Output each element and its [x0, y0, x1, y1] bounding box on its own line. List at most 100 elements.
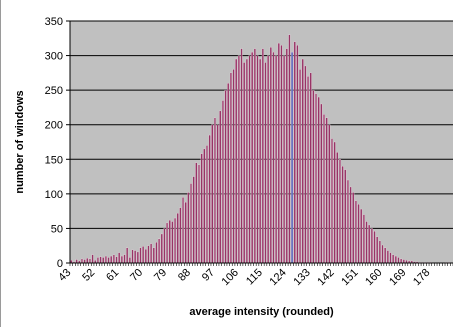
histogram-bar	[272, 51, 275, 264]
histogram-bar	[118, 252, 121, 264]
histogram-bar	[126, 247, 129, 264]
histogram-bar	[83, 259, 86, 264]
histogram-bar	[315, 93, 318, 264]
histogram-bar	[378, 240, 381, 264]
y-tick-label: 350	[45, 16, 63, 28]
histogram-bar	[208, 134, 211, 264]
x-axis-title: average intensity (rounded)	[189, 306, 334, 318]
histogram-bar	[251, 51, 254, 264]
histogram-bar	[389, 252, 392, 264]
histogram-bar	[352, 192, 355, 264]
histogram-bar	[182, 197, 185, 264]
x-tick-label: 61	[104, 267, 121, 284]
histogram-bar	[115, 256, 118, 264]
histogram-bar	[176, 213, 179, 264]
histogram-bar	[179, 207, 182, 264]
x-tick-label: 142	[315, 267, 336, 288]
histogram-bar	[277, 42, 280, 264]
x-tick-label: 97	[200, 267, 217, 284]
histogram-bar	[187, 192, 190, 264]
histogram-bar	[362, 214, 365, 264]
x-tick-label: 133	[291, 267, 312, 288]
histogram-bar	[285, 48, 288, 264]
histogram-bar	[142, 246, 145, 264]
histogram-bar	[104, 255, 107, 264]
histogram-bar	[312, 89, 315, 264]
histogram-bar	[219, 110, 222, 264]
y-tick-label: 300	[45, 51, 63, 63]
histogram-bar	[330, 138, 333, 264]
histogram-bar	[128, 257, 131, 264]
histogram-bar	[134, 250, 137, 264]
histogram-bar	[243, 62, 246, 264]
histogram-bar	[112, 254, 115, 264]
histogram-bar	[192, 176, 195, 264]
histogram-bar	[336, 152, 339, 264]
histogram-bar	[370, 228, 373, 264]
x-tick-label: 160	[363, 267, 384, 288]
histogram-bar	[397, 257, 400, 264]
histogram-bar	[152, 247, 155, 264]
histogram-bar	[261, 48, 264, 264]
histogram-bar	[171, 221, 174, 264]
histogram-bar	[256, 55, 259, 264]
histogram-bar	[368, 224, 371, 264]
histogram-bar	[110, 255, 113, 264]
histogram-bar	[299, 69, 302, 264]
histogram-bar	[381, 244, 384, 264]
histogram-bar	[86, 258, 89, 264]
histogram-bar	[147, 245, 150, 264]
histogram-bar	[144, 249, 147, 264]
histogram-bar	[211, 124, 214, 264]
histogram-bar	[309, 72, 312, 264]
histogram-bar	[184, 202, 187, 264]
x-tick-label: 88	[176, 267, 193, 284]
histogram-bar	[320, 103, 323, 264]
histogram-bar	[267, 55, 270, 264]
histogram-bar	[227, 83, 230, 264]
histogram-bar	[333, 141, 336, 264]
histogram-bar	[346, 179, 349, 264]
y-tick-label: 0	[57, 258, 63, 270]
x-tick-label: 151	[339, 267, 360, 288]
histogram-bar	[229, 72, 232, 264]
histogram-bar	[394, 255, 397, 264]
histogram-bar	[338, 159, 341, 264]
axes	[66, 20, 453, 266]
histogram-bar	[392, 254, 395, 264]
x-tick-label: 79	[152, 267, 169, 284]
histogram-bar	[307, 76, 310, 264]
histogram-bar	[296, 45, 299, 264]
histogram-bar	[248, 55, 251, 264]
y-tick-label: 100	[45, 189, 63, 201]
y-axis-title: number of windows	[14, 90, 26, 193]
y-tick-label: 50	[51, 223, 63, 235]
histogram-bar	[213, 117, 216, 264]
histogram-bar	[123, 254, 126, 264]
histogram-bar	[269, 47, 272, 264]
histogram-bar	[360, 208, 363, 264]
histogram-bar	[99, 256, 102, 264]
x-tick-label: 124	[267, 267, 288, 288]
histogram-bar	[158, 238, 161, 264]
histogram-bar	[96, 257, 99, 264]
x-tick-label: 115	[244, 267, 265, 288]
x-tick-label: 52	[80, 267, 97, 284]
histogram-bar	[240, 48, 243, 264]
histogram-bar	[328, 124, 331, 264]
histogram-bar	[373, 231, 376, 264]
histogram-bar	[155, 242, 158, 264]
histogram-bar	[253, 48, 256, 264]
histogram-bar	[200, 153, 203, 264]
histogram-bar	[293, 41, 296, 264]
histogram-bar	[195, 162, 198, 264]
histogram-bar	[283, 55, 286, 264]
histogram-bar	[291, 51, 294, 264]
histogram-bar	[205, 145, 208, 264]
histogram-bar	[136, 251, 139, 264]
histogram-bar	[224, 89, 227, 264]
histogram-bar	[80, 258, 83, 264]
histogram-bar	[323, 114, 326, 264]
y-tick-label: 200	[45, 120, 63, 132]
